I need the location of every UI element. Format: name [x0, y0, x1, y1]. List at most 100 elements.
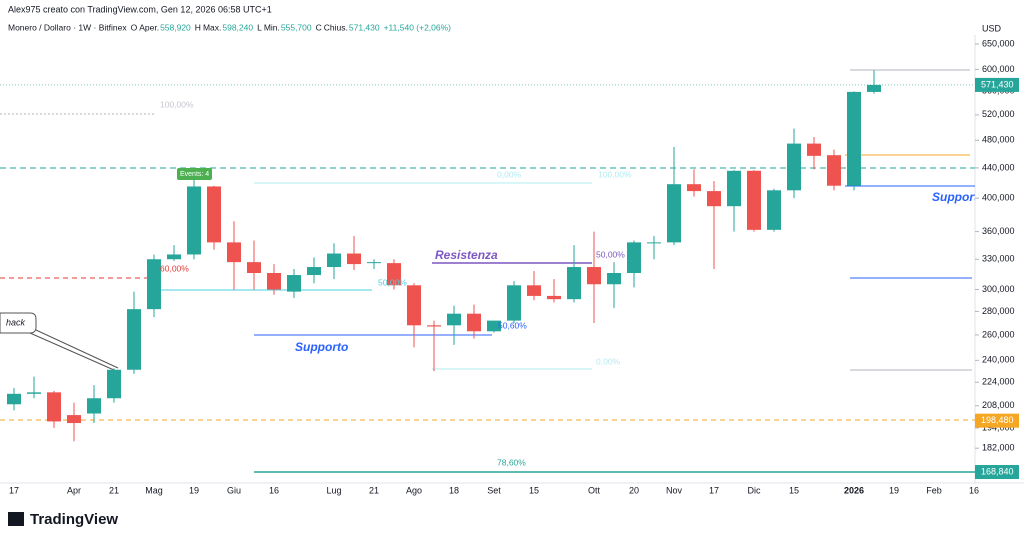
- candle-body: [307, 267, 321, 276]
- candle-body: [767, 190, 781, 230]
- y-axis: 650,000600,000560,000520,000480,000440,0…: [975, 38, 1019, 480]
- candle-body: [7, 393, 21, 405]
- candle-body: [627, 242, 641, 274]
- header-text: 558,920: [160, 22, 191, 32]
- candle-body: [147, 259, 161, 310]
- candle-body: [467, 313, 481, 332]
- annotation: 50,00%: [596, 249, 625, 259]
- candle-body: [707, 191, 721, 207]
- annotation: Supporto: [932, 190, 985, 204]
- header-text: Aper.: [139, 22, 159, 32]
- callout-box: [0, 312, 37, 334]
- annotation: Supporto: [295, 340, 348, 354]
- annotation: hack: [6, 317, 26, 327]
- candle-body: [407, 285, 421, 326]
- header-text: Max.: [203, 22, 221, 32]
- x-tick-label: Mag: [145, 485, 163, 495]
- candle-body: [387, 263, 401, 286]
- annotation: 0,00%: [596, 356, 621, 366]
- y-tick-label: 650,000: [982, 38, 1015, 48]
- y-tick-label: 224,000: [982, 377, 1015, 387]
- header: Monero / Dollaro · 1W · Bitfinex O Aper. 55…: [8, 22, 451, 32]
- candle-body: [667, 184, 681, 243]
- candle-body: [547, 295, 561, 300]
- candle-body: [327, 253, 341, 268]
- y-tick-label: 300,000: [982, 284, 1015, 294]
- annotation: 50,60%: [498, 320, 527, 330]
- price-label: 198,480: [981, 415, 1014, 425]
- candle-body: [587, 267, 601, 285]
- candle-body: [687, 184, 701, 192]
- candle-body: [267, 273, 281, 290]
- annotation: 0,00%: [497, 169, 522, 179]
- x-tick-label: 20: [629, 485, 639, 495]
- y-tick-label: 330,000: [982, 254, 1015, 264]
- y-tick-label: 182,000: [982, 443, 1015, 453]
- logo-icon: [8, 512, 24, 526]
- annotation: 50,00%: [378, 277, 407, 287]
- y-tick-label: 280,000: [982, 306, 1015, 316]
- y-tick-label: 520,000: [982, 109, 1015, 119]
- header-text: Chius.: [324, 22, 348, 32]
- candle-body: [487, 320, 501, 332]
- clip: Supporto: [932, 190, 985, 204]
- candle-body: [647, 242, 661, 244]
- x-tick-label: 17: [709, 485, 719, 495]
- header-text: 598,240: [222, 22, 253, 32]
- candle-body: [827, 155, 841, 186]
- candle-body: [67, 415, 81, 424]
- annotation: Resistenza: [435, 248, 498, 262]
- brand: TradingView: [30, 511, 118, 528]
- y-tick-label: 240,000: [982, 355, 1015, 365]
- header-text: 571,430: [349, 22, 380, 32]
- x-tick-label: 15: [789, 485, 799, 495]
- x-tick-label: 2026: [844, 485, 864, 495]
- candle-body: [507, 285, 521, 321]
- header-text: L: [257, 22, 262, 32]
- x-tick-label: 19: [189, 485, 199, 495]
- events-label: Events: 4: [180, 171, 209, 178]
- candle-body: [427, 325, 441, 327]
- price-label-bg: [975, 465, 1019, 480]
- x-tick-label: Apr: [67, 485, 81, 495]
- header-text: O: [131, 22, 138, 32]
- candle-body: [367, 262, 381, 264]
- candle-body: [867, 84, 881, 92]
- x-tick-label: Lug: [326, 485, 341, 495]
- candle-body: [567, 267, 581, 300]
- x-tick-label: Nov: [666, 485, 683, 495]
- y-tick-label: 208,000: [982, 400, 1015, 410]
- drawings: [0, 69, 975, 473]
- candle-body: [847, 91, 861, 186]
- price-label-bg: [975, 77, 1019, 92]
- annotations: 100,00% 60,00% 50,00% Supporto Resistenz…: [6, 99, 985, 467]
- candle-body: [347, 253, 361, 265]
- annotation: 100,00%: [598, 169, 632, 179]
- y-tick-label: 360,000: [982, 226, 1015, 236]
- header-text: +11,540 (+2,06%): [384, 22, 452, 32]
- candle-body: [287, 275, 301, 292]
- candle-body: [727, 170, 741, 207]
- y-tick-label: 400,000: [982, 193, 1015, 203]
- x-tick-label: Set: [487, 485, 501, 495]
- candle-body: [527, 285, 541, 296]
- y-tick-label: 600,000: [982, 64, 1015, 74]
- candle-body: [787, 143, 801, 191]
- y-tick-label: 480,000: [982, 135, 1015, 145]
- callout-line: [29, 329, 119, 371]
- price-label: 168,840: [981, 466, 1014, 476]
- candle-body: [107, 369, 121, 399]
- x-tick-label: Giu: [227, 485, 241, 495]
- candle-body: [227, 242, 241, 263]
- x-tick-label: 21: [109, 485, 119, 495]
- x-tick-label: 15: [529, 485, 539, 495]
- y-tick-label: 440,000: [982, 162, 1015, 172]
- candle-body: [447, 313, 461, 326]
- x-tick-label: 16: [969, 485, 979, 495]
- annotation: 60,00%: [160, 263, 189, 273]
- header-text: C: [316, 22, 322, 32]
- header-text: Monero / Dollaro · 1W · Bitfinex: [8, 22, 127, 32]
- price-label: 571,430: [981, 79, 1014, 89]
- x-tick-label: 16: [269, 485, 279, 495]
- x-tick-label: Ago: [406, 485, 422, 495]
